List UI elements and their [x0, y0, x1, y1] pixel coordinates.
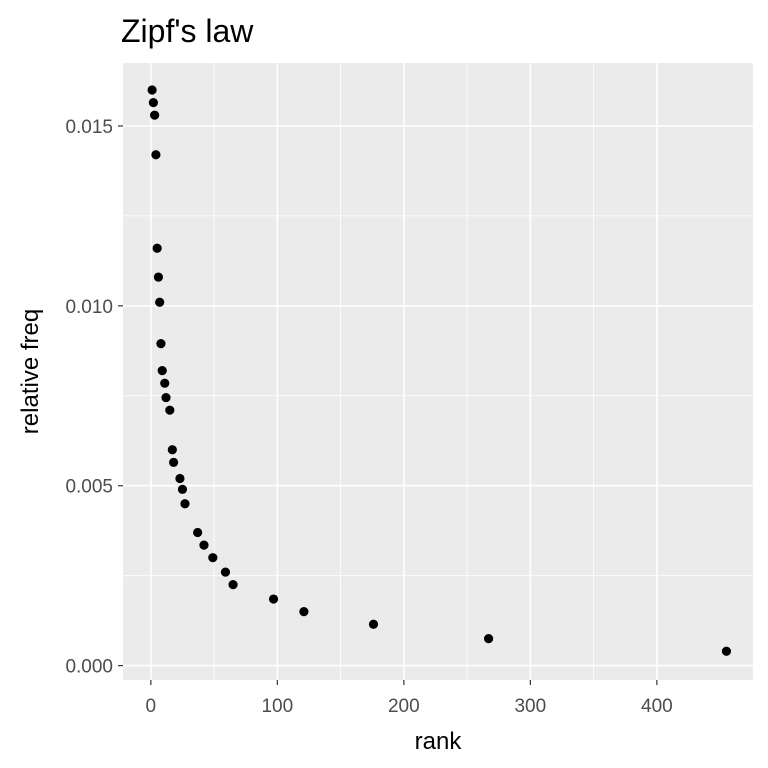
- data-point: [220, 567, 231, 577]
- y-tick-label: 0.010: [65, 297, 113, 318]
- data-point: [193, 527, 203, 538]
- data-point: [155, 297, 165, 307]
- panel-background: [123, 63, 753, 680]
- data-point: [199, 540, 209, 550]
- x-tick-label: 200: [388, 696, 420, 717]
- y-axis-title: relative freq: [17, 309, 44, 434]
- data-point: [177, 484, 188, 494]
- data-point: [721, 646, 732, 656]
- data-point: [148, 97, 158, 108]
- y-axis-ticks: 0.000 0.005 0.010 0.015: [65, 117, 123, 678]
- data-point: [147, 85, 157, 95]
- data-point: [151, 150, 161, 160]
- data-point: [165, 405, 175, 415]
- y-tick-label: 0.000: [65, 657, 113, 678]
- data-point: [208, 553, 218, 563]
- data-point: [153, 272, 164, 282]
- data-point: [156, 339, 166, 349]
- data-point: [268, 594, 279, 604]
- data-point: [152, 243, 162, 253]
- data-point: [180, 499, 190, 509]
- x-axis-title: rank: [415, 728, 463, 755]
- x-tick-label: 300: [514, 696, 546, 717]
- x-tick-label: 0: [146, 696, 157, 717]
- y-tick-label: 0.015: [65, 117, 113, 138]
- x-axis-ticks: 0 100 200 300 400: [146, 680, 673, 717]
- data-point: [169, 457, 179, 467]
- data-point: [299, 607, 309, 617]
- major-gridlines: [123, 63, 753, 680]
- chart-title: Zipf's law: [121, 13, 254, 49]
- x-tick-label: 100: [261, 696, 293, 717]
- data-point: [157, 366, 167, 376]
- data-points: [147, 85, 732, 656]
- data-point: [228, 580, 238, 590]
- x-tick-label: 400: [641, 696, 673, 717]
- data-point: [167, 445, 177, 455]
- data-point: [484, 634, 494, 644]
- y-tick-label: 0.005: [65, 477, 113, 498]
- data-point: [161, 392, 171, 403]
- data-point: [368, 619, 379, 629]
- data-point: [175, 473, 185, 484]
- data-point: [150, 110, 160, 120]
- data-point: [160, 378, 170, 388]
